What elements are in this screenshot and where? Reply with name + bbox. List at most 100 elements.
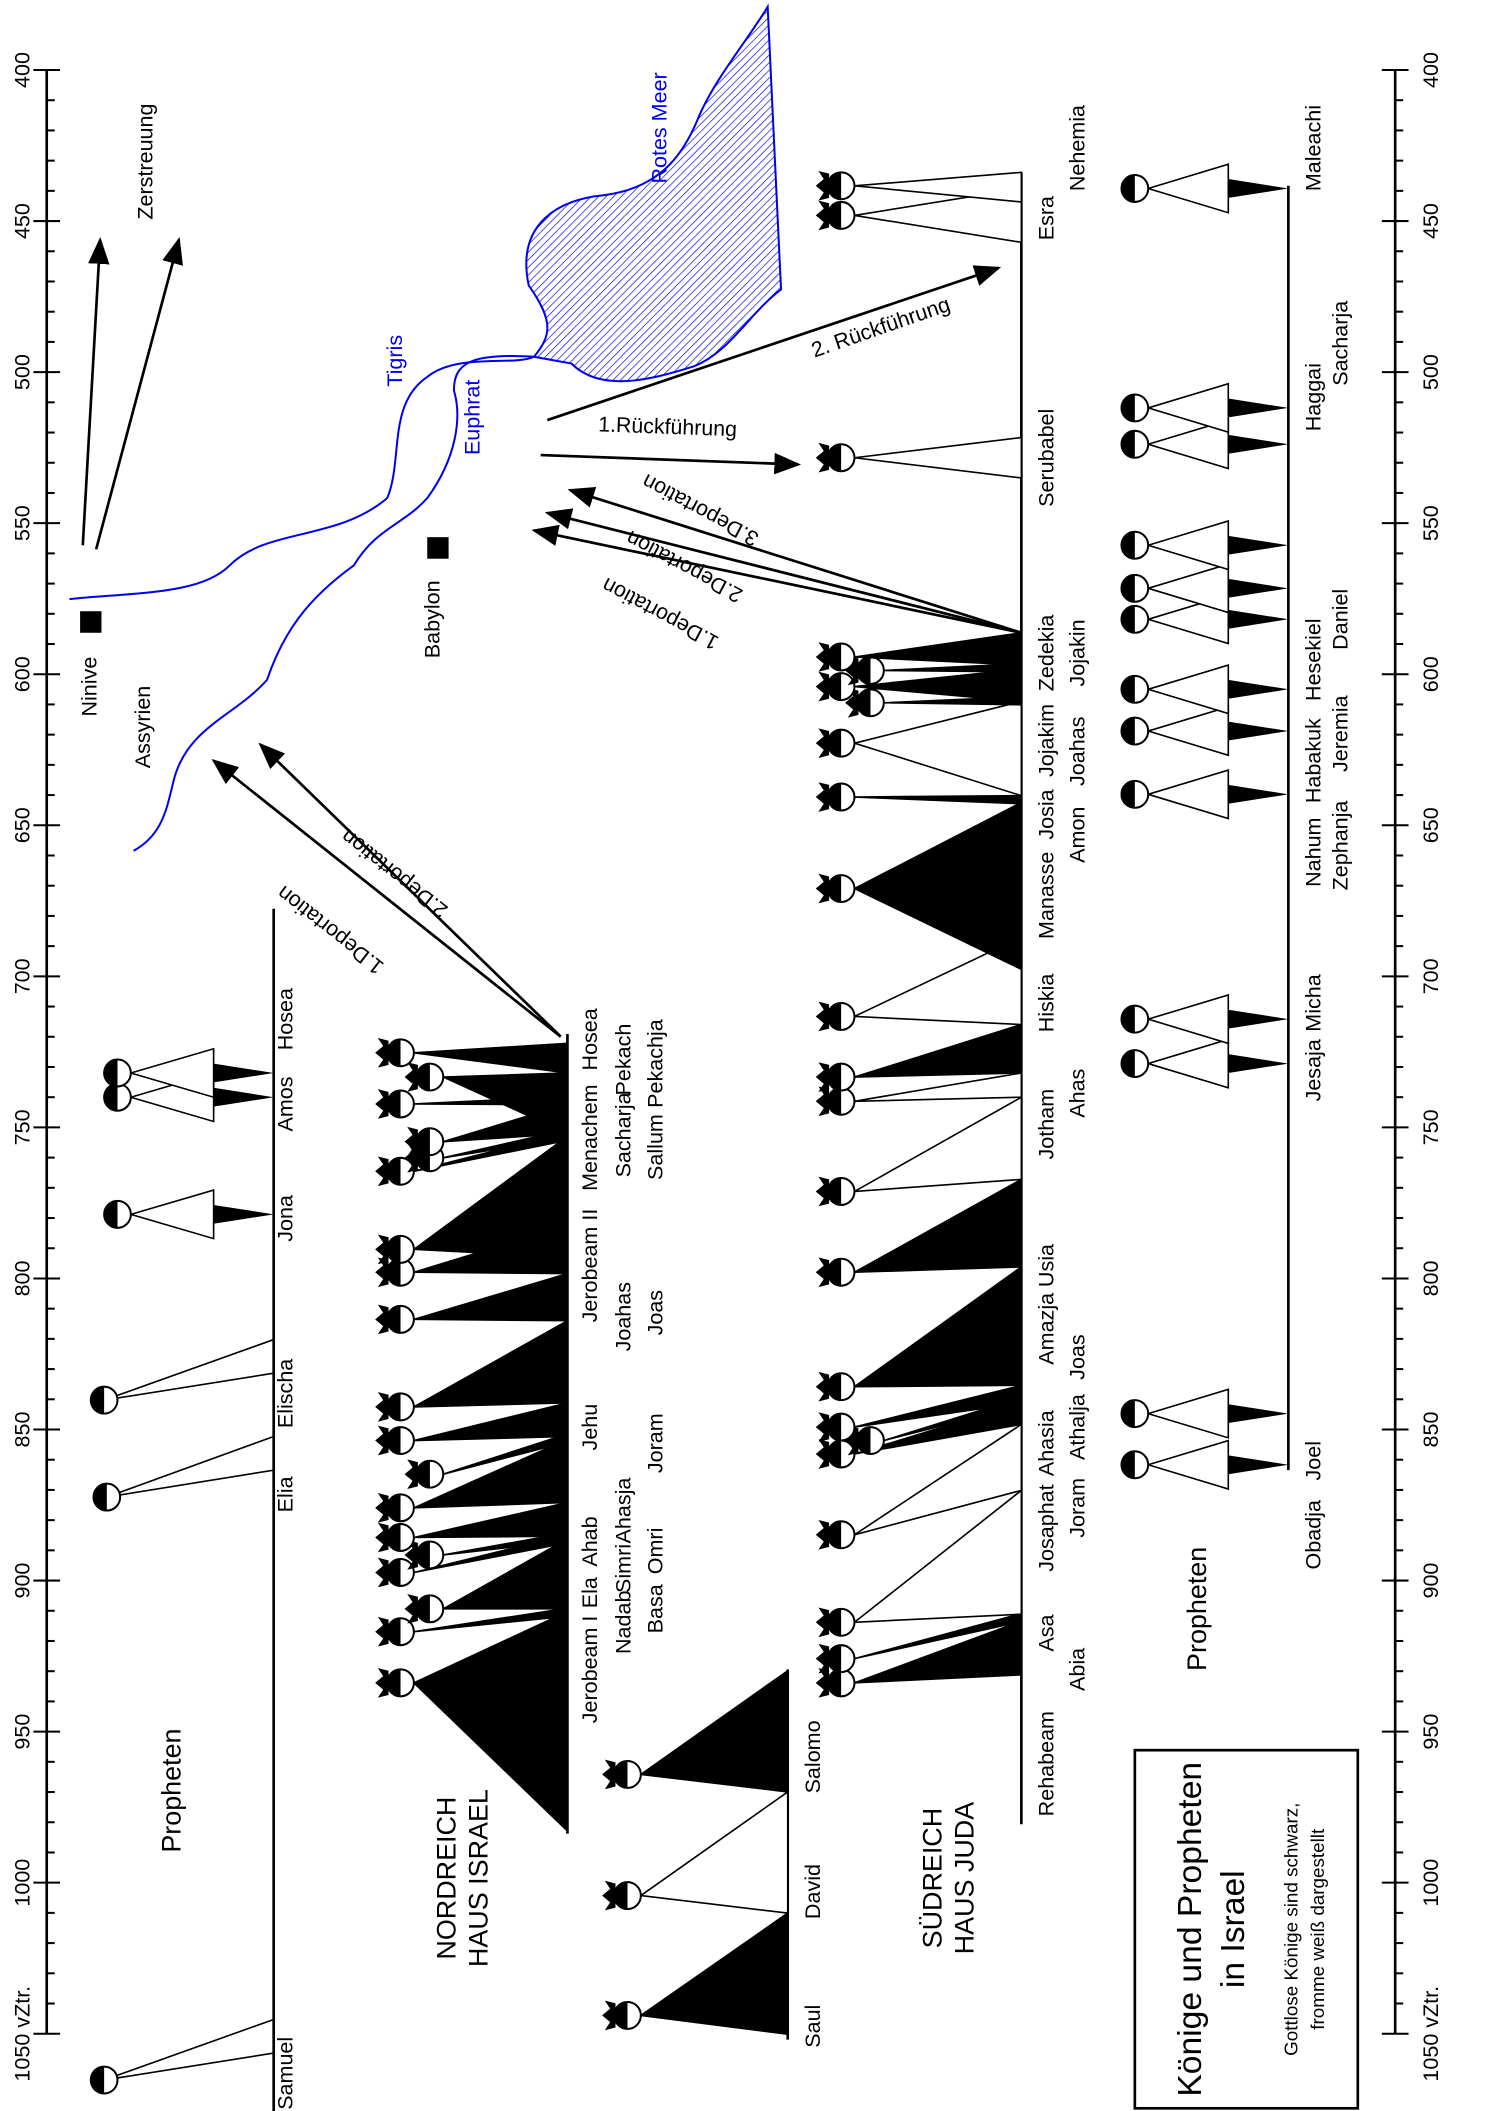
crown: [815, 728, 830, 758]
crown: [815, 1643, 830, 1674]
king-name: Nadab: [612, 1590, 636, 1654]
king-godly: [851, 700, 1023, 797]
crown: [602, 1759, 616, 1790]
king-name: David: [801, 1864, 825, 1919]
axis-label: 400: [1419, 52, 1443, 88]
king-name: Amon: [1065, 807, 1089, 863]
prophet-head-shade: [1121, 1005, 1135, 1033]
king-name: Amazja: [1035, 1293, 1059, 1365]
king-head-shade: [387, 1494, 401, 1522]
king-name: Joahas: [612, 1282, 636, 1351]
king-name: Simri: [612, 1544, 636, 1593]
crown: [845, 687, 859, 718]
king-godly: [854, 436, 1023, 479]
prophet-link: [106, 1469, 274, 1498]
prophet-link: [106, 1435, 274, 1498]
axis-label: 950: [1419, 1714, 1443, 1750]
king-name: Abia: [1065, 1648, 1089, 1691]
arrow: [546, 265, 1002, 422]
axis-label: 650: [1419, 807, 1443, 843]
prophet-head-shade: [1121, 430, 1135, 458]
prophet-span: [127, 1189, 215, 1240]
king-head-shade: [416, 1063, 430, 1091]
map-label: Tigris: [383, 335, 407, 387]
king-head-shade: [827, 1258, 842, 1286]
arrow-label: 1.Rückführung: [598, 412, 738, 441]
king-head-shade: [387, 1669, 401, 1697]
prophet-name: Elischa: [274, 1359, 298, 1428]
prophets-title: Propheten: [1182, 1547, 1212, 1671]
prophet-head-shade: [90, 1386, 105, 1414]
prophet-link: [103, 1338, 274, 1401]
axis-label: 950: [11, 1714, 35, 1750]
king-godly: [854, 935, 1023, 1026]
king-name: Nehemia: [1065, 105, 1089, 191]
king-name: Usia: [1035, 1244, 1059, 1287]
king-ungodly: [854, 1177, 1023, 1274]
king-head-shade: [827, 444, 842, 472]
king-head-shade: [827, 729, 842, 757]
king-head-shade: [827, 1608, 842, 1636]
king-name: Saul: [801, 2005, 825, 2048]
crown: [602, 1880, 616, 1911]
king-name: Ela: [578, 1577, 602, 1608]
king-godly: [854, 1095, 1023, 1193]
kingdom-title: HAUS JUDA: [950, 1802, 980, 1955]
king-name: Joas: [1065, 1334, 1089, 1379]
prophet-span: [1145, 1038, 1230, 1089]
prophet-name: Daniel: [1329, 589, 1353, 650]
king-name: Jerobeam II: [578, 1209, 602, 1323]
axis-label: 550: [1419, 505, 1443, 541]
prophet-head-shade: [1121, 717, 1135, 745]
prophet-head-shade: [1121, 175, 1135, 202]
arrow: [531, 524, 1022, 635]
king-head-shade: [416, 1541, 430, 1569]
crown: [815, 1257, 830, 1288]
king-name: Sallum: [644, 1114, 668, 1180]
prophet-mark: [1228, 398, 1289, 418]
prophet-mark: [213, 1087, 274, 1107]
king-head-shade: [387, 1090, 401, 1118]
king-head-shade: [827, 172, 842, 200]
king-ungodly: [442, 1072, 569, 1135]
crown: [815, 1001, 830, 1032]
prophet-head-shade: [1121, 780, 1135, 808]
prophet-head-shade: [104, 1200, 118, 1228]
arrow: [544, 508, 1022, 635]
king-name: Josaphat: [1035, 1484, 1059, 1571]
arrow: [211, 758, 562, 1038]
king-name: Esra: [1035, 196, 1059, 240]
prophet-link: [104, 2052, 274, 2081]
prophet-mark: [1228, 535, 1289, 555]
crown: [375, 1425, 389, 1456]
king-head-shade: [827, 1413, 842, 1441]
axis-label: 1050 vZtr.: [1419, 1986, 1443, 2082]
prophets-title: Propheten: [157, 1728, 187, 1852]
crown: [845, 1425, 859, 1456]
king-name: Salomo: [801, 1720, 825, 1793]
king-godly: [851, 1488, 1023, 1624]
crown: [815, 1439, 830, 1469]
prophet-mark: [1228, 1009, 1289, 1029]
crown: [375, 1257, 389, 1288]
king-head-shade: [857, 656, 871, 684]
king-ungodly: [854, 794, 1023, 805]
king-name: Rehabeam: [1035, 1711, 1059, 1816]
king-head-shade: [416, 1460, 430, 1488]
king-name: Sacharja: [612, 1092, 636, 1177]
king-ungodly: [854, 1619, 1023, 1684]
prophet-name: Haggai: [1302, 363, 1326, 431]
crown: [375, 1522, 389, 1553]
prophet-mark: [1228, 1404, 1289, 1424]
crown: [815, 1062, 830, 1092]
king-name: Jotham: [1035, 1089, 1059, 1160]
prophet-mark: [1228, 1455, 1289, 1475]
arrow: [81, 236, 110, 546]
prophet-head-shade: [1121, 531, 1135, 559]
king-ungodly: [440, 1537, 569, 1610]
king-head-shade: [614, 1882, 628, 1910]
legend-box: [1133, 1748, 1360, 2110]
axis-label: 750: [1419, 1109, 1443, 1145]
